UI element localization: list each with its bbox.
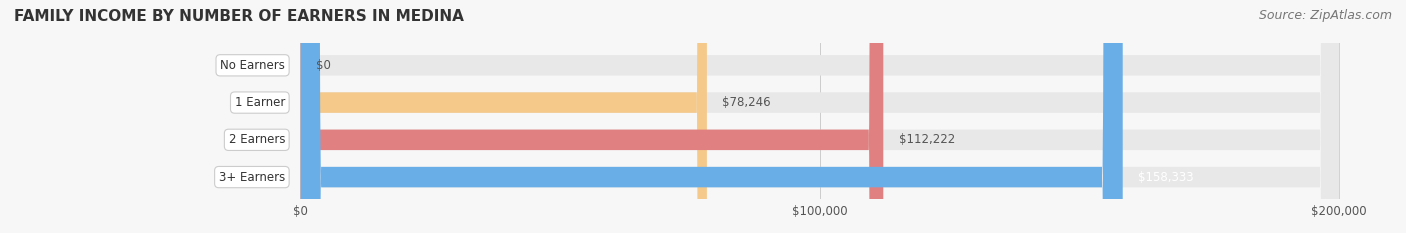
Text: 1 Earner: 1 Earner — [235, 96, 285, 109]
Text: Source: ZipAtlas.com: Source: ZipAtlas.com — [1258, 9, 1392, 22]
FancyBboxPatch shape — [301, 0, 1339, 233]
FancyBboxPatch shape — [301, 0, 1339, 233]
FancyBboxPatch shape — [301, 0, 883, 233]
Text: 3+ Earners: 3+ Earners — [219, 171, 285, 184]
Text: 2 Earners: 2 Earners — [229, 133, 285, 146]
FancyBboxPatch shape — [301, 0, 1339, 233]
Text: $158,333: $158,333 — [1139, 171, 1194, 184]
Text: $112,222: $112,222 — [898, 133, 955, 146]
Text: $78,246: $78,246 — [723, 96, 770, 109]
FancyBboxPatch shape — [301, 0, 707, 233]
Text: $0: $0 — [316, 59, 330, 72]
Text: FAMILY INCOME BY NUMBER OF EARNERS IN MEDINA: FAMILY INCOME BY NUMBER OF EARNERS IN ME… — [14, 9, 464, 24]
Text: No Earners: No Earners — [221, 59, 285, 72]
FancyBboxPatch shape — [301, 0, 1339, 233]
FancyBboxPatch shape — [301, 0, 1123, 233]
